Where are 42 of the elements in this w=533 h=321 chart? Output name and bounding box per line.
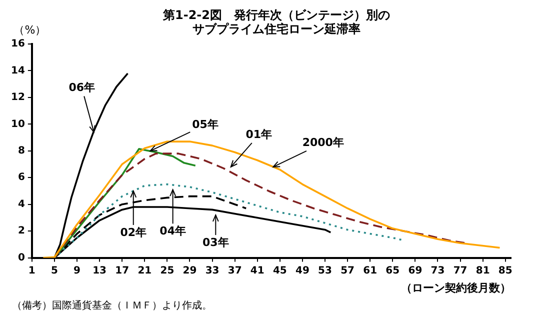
x-tick-label: 13 (92, 265, 107, 276)
x-tick-label: 61 (363, 265, 378, 276)
x-tick-label: 85 (498, 265, 512, 276)
x-tick-label: 45 (272, 265, 287, 276)
x-tick-label: 49 (295, 265, 310, 276)
x-tick-label: 5 (50, 265, 58, 276)
annotation: 02年 (120, 226, 147, 239)
y-tick-label: 0 (18, 252, 25, 264)
x-tick-label: 25 (160, 265, 174, 276)
x-tick-label: 17 (115, 265, 130, 276)
y-tick-label: 6 (18, 172, 25, 184)
x-tick-label: 77 (453, 265, 468, 276)
y-tick-label: 10 (10, 118, 25, 130)
x-tick-label: 21 (138, 265, 152, 276)
y-tick-label: 8 (18, 145, 25, 156)
y-tick-label: 14 (10, 65, 25, 76)
annotation: 05年 (192, 118, 218, 131)
annotation: 01年 (246, 128, 272, 141)
x-tick-label: 37 (228, 265, 242, 276)
annotation: 04年 (160, 224, 186, 238)
annotation: 2000年 (302, 136, 344, 149)
y-tick-label: 12 (10, 92, 25, 104)
text: （備考）国際通貨基金（ＩＭＦ）より作成。 (12, 300, 212, 312)
x-tick-label: 73 (430, 265, 445, 276)
y-tick-label: 2 (18, 226, 25, 237)
x-tick-label: 9 (74, 265, 81, 276)
x-tick-label: 65 (386, 265, 400, 276)
x-tick-label: 57 (340, 265, 355, 276)
x-tick-label: 33 (205, 265, 220, 276)
x-axis-title: （ローン契約後月数） (401, 281, 511, 294)
x-tick-label: 81 (476, 265, 490, 276)
annotation: 06年 (68, 81, 96, 94)
y-tick-label: 16 (10, 38, 25, 50)
x-tick-label: 1 (28, 265, 36, 276)
annotation: 03年 (202, 236, 229, 249)
x-tick-label: 69 (408, 265, 422, 276)
x-tick-label: 53 (318, 265, 332, 276)
y-tick-label: 4 (18, 198, 25, 210)
y-axis-title: （%） (14, 23, 46, 36)
chart-title: 第1-2-2図 発行年次（ビンテージ）別のサブプライム住宅ローン延滞率 (162, 8, 390, 36)
x-tick-label: 29 (182, 265, 197, 276)
x-tick-label: 41 (250, 265, 264, 276)
